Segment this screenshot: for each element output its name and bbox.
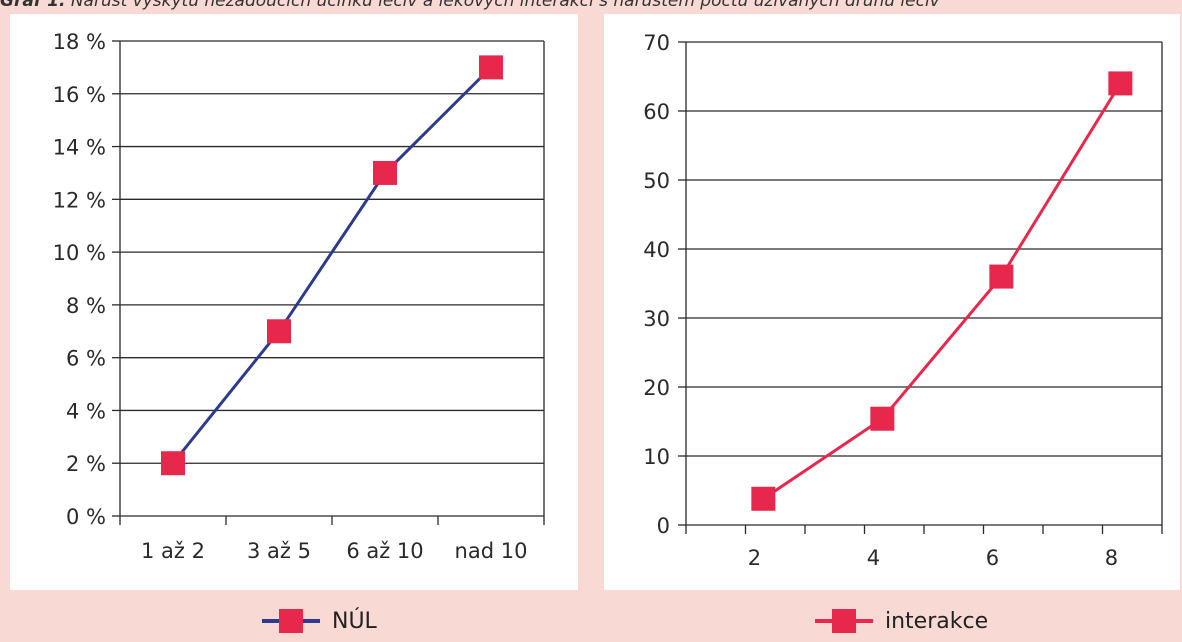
chart-interakce: 0 10 20 30 40 50 60 70 2 4 6 8 [604,14,1180,590]
y-tick-label: 10 % [53,241,106,265]
y-tick-label: 14 % [53,136,106,160]
y-tick-label: 10 [643,445,670,469]
caption-text: Nárůst výskytu nežádoucích účinků léčiv … [70,0,940,11]
legend-nul-label: NÚL [332,608,377,634]
x-tick-label: 6 až 10 [346,539,423,563]
y-tick-label: 18 % [53,30,106,54]
x-tick-label: 1 až 2 [141,539,205,563]
data-point-interakce [870,406,895,431]
legend-interakce: interakce [815,606,988,636]
x-tick-label: 8 [1105,546,1118,570]
y-tick-label: 8 % [66,294,106,318]
data-point-interakce [1108,71,1133,96]
x-tick-label: 3 až 5 [247,539,311,563]
y-tick-label: 4 % [66,399,106,423]
x-tick-label: 6 [986,546,999,570]
legend-interakce-label: interakce [885,608,989,634]
x-tick-label: 4 [867,546,880,570]
y-tick-label: 0 [657,514,670,538]
data-point-nul [267,319,291,344]
data-point-nul [161,451,185,476]
y-tick-label: 2 % [66,452,106,476]
y-tick-label: 20 [643,376,670,400]
data-point-interakce [989,264,1014,289]
figure-caption: Graf 1. Nárůst výskytu nežádoucích účink… [0,0,1182,11]
chart-interakce-svg: 0 10 20 30 40 50 60 70 2 4 6 8 [643,31,1163,570]
y-tick-label: 0 % [66,505,106,529]
y-tick-label: 12 % [53,188,106,212]
y-tick-label: 6 % [66,347,106,371]
y-tick-label: 40 [643,238,670,262]
caption-label: Graf 1. [0,0,66,11]
series-line-nul [171,66,493,465]
y-tick-label: 60 [643,100,670,124]
y-tick-label: 16 % [53,83,106,107]
legend-nul: NÚL [262,606,377,636]
data-point-nul [479,55,503,80]
chart-nul: 0 % 2 % 4 % 6 % 8 % 10 % 12 % 14 % 16 % 18 % 1 až … [10,14,578,590]
x-tick-label: nad 10 [455,539,528,563]
series-line-interakce [762,82,1122,501]
legend-interakce-swatch [815,606,873,636]
legend-nul-swatch [262,606,320,636]
y-tick-label: 30 [643,307,670,331]
data-point-nul [373,160,397,185]
chart-nul-svg: 0 % 2 % 4 % 6 % 8 % 10 % 12 % 14 % 16 % 18 % 1 až … [53,30,545,563]
y-tick-label: 70 [643,31,670,55]
data-point-interakce [751,486,776,511]
y-tick-label: 50 [643,169,670,193]
x-tick-label: 2 [748,546,761,570]
